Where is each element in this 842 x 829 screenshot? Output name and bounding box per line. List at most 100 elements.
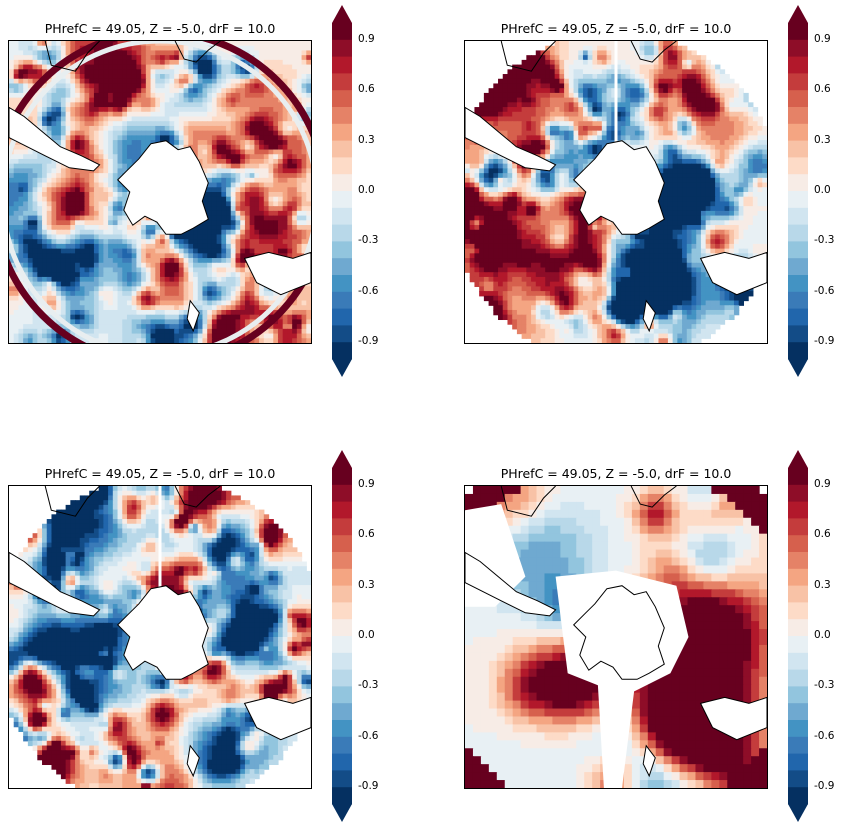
field-cell <box>531 116 537 122</box>
field-cell <box>282 130 289 136</box>
field-cell <box>216 102 222 108</box>
field-cell <box>686 69 693 75</box>
field-cell <box>216 305 222 311</box>
field-cell <box>169 286 175 292</box>
field-cell <box>18 309 24 316</box>
field-cell <box>306 229 311 236</box>
field-cell <box>108 41 114 47</box>
field-cell <box>89 286 95 292</box>
field-cell <box>18 158 24 165</box>
field-cell <box>37 107 43 113</box>
field-cell <box>70 121 76 127</box>
field-cell <box>292 305 298 311</box>
field-cell <box>60 210 67 217</box>
field-cell <box>117 163 123 170</box>
field-cell <box>601 97 608 103</box>
field-cell <box>193 281 199 287</box>
field-cell <box>136 69 142 75</box>
field-cell <box>601 88 608 94</box>
field-cell <box>221 295 227 302</box>
field-cell <box>131 248 138 254</box>
field-cell <box>70 210 76 217</box>
field-cell <box>70 314 76 321</box>
field-cell <box>301 309 307 316</box>
field-cell <box>705 83 711 89</box>
field-cell <box>32 281 38 287</box>
field-cell <box>639 102 645 108</box>
field-cell <box>287 196 293 203</box>
field-cell <box>23 55 29 61</box>
field-cell <box>686 64 693 70</box>
field-cell <box>197 140 204 146</box>
field-cell <box>235 300 241 306</box>
field-cell <box>93 140 100 146</box>
field-cell <box>686 92 693 99</box>
field-cell <box>18 225 24 231</box>
field-cell <box>93 243 100 250</box>
field-cell <box>568 83 575 89</box>
field-cell <box>677 45 683 52</box>
field-cell <box>122 69 128 75</box>
field-cell <box>296 338 303 343</box>
field-cell <box>65 41 71 47</box>
field-cell <box>108 74 114 80</box>
field-cell <box>710 74 716 80</box>
field-cell <box>301 78 307 85</box>
field-cell <box>141 262 147 269</box>
field-cell <box>207 88 213 94</box>
field-cell <box>37 64 43 70</box>
field-cell <box>221 220 227 226</box>
field-cell <box>644 50 650 56</box>
field-cell <box>738 107 745 113</box>
field-cell <box>582 116 589 122</box>
field-cell <box>606 83 612 89</box>
field-cell <box>164 333 171 339</box>
field-cell <box>169 239 175 245</box>
field-cell <box>235 324 241 330</box>
field-cell <box>564 83 570 89</box>
field-cell <box>211 107 218 113</box>
field-cell <box>235 210 241 217</box>
field-cell <box>301 92 307 99</box>
field-cell <box>32 149 38 155</box>
field-cell <box>273 319 279 325</box>
field-cell <box>70 88 76 94</box>
field-cell <box>112 130 119 136</box>
field-cell <box>56 239 62 245</box>
field-cell <box>296 135 303 141</box>
field-cell <box>23 107 29 113</box>
field-cell <box>202 192 208 198</box>
field-cell <box>207 319 213 325</box>
field-cell <box>60 192 67 198</box>
field-cell <box>644 121 650 127</box>
field-cell <box>70 243 76 250</box>
field-cell <box>273 225 279 231</box>
field-cell <box>625 55 631 61</box>
field-cell <box>112 220 119 226</box>
field-cell <box>98 140 104 146</box>
field-cell <box>568 107 575 113</box>
field-cell <box>193 121 199 127</box>
field-cell <box>32 116 38 122</box>
field-cell <box>282 229 289 236</box>
field-cell <box>268 333 274 339</box>
field-cell <box>226 149 232 155</box>
field-cell <box>27 154 34 160</box>
field-cell <box>235 239 241 245</box>
field-cell <box>211 305 218 311</box>
field-cell <box>188 45 194 52</box>
field-cell <box>207 201 213 207</box>
field-cell <box>568 64 575 70</box>
field-cell <box>108 83 114 89</box>
field-cell <box>221 74 227 80</box>
field-cell <box>178 333 185 339</box>
field-cell <box>521 74 527 80</box>
field-cell <box>150 74 156 80</box>
south-america-coast <box>9 106 101 172</box>
field-cell <box>597 55 603 61</box>
field-cell <box>277 239 284 245</box>
field-cell <box>155 300 161 306</box>
field-cell <box>216 314 222 321</box>
field-cell <box>160 41 166 47</box>
field-cell <box>535 74 542 80</box>
